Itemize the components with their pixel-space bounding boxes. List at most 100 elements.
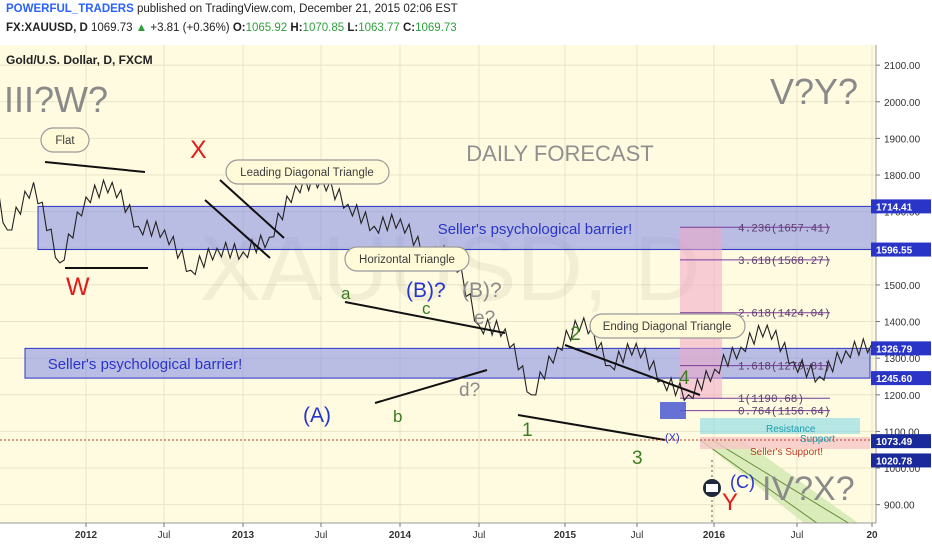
horizontal-triangle-bubble: Horizontal Triangle xyxy=(344,246,470,272)
ending-diagonal-bubble: Ending Diagonal Triangle xyxy=(589,313,746,339)
open-label: O: xyxy=(232,22,246,34)
open-value: 1065.92 xyxy=(245,22,288,34)
price-axis-tag xyxy=(871,453,931,468)
price-tick-label: 1400.00 xyxy=(884,318,921,329)
price-axis-tag-label: 1326.79 xyxy=(876,344,913,355)
flat-bubble-text: Flat xyxy=(55,135,75,147)
fib-markers: Resistance Support Seller's Support! xyxy=(750,424,835,458)
low-value: 1063.77 xyxy=(358,22,400,34)
time-axis-ticks: 2012 Jul 2013 Jul 2014 Jul 2015 Jul 2016 Jul 20 xyxy=(75,523,878,541)
wave-label-3: 3 xyxy=(632,448,643,469)
wave-label-v-y: V?Y? xyxy=(770,71,858,112)
price-tick-label: 1800.00 xyxy=(884,171,921,182)
price-tick-label: 1500.00 xyxy=(884,281,921,292)
wave-labels: III?W? X W V?Y? IV?X? (A) (B)? (B)? a b … xyxy=(4,71,858,516)
projection-channel-edge xyxy=(711,439,869,536)
price-axis-tag-label: 1245.60 xyxy=(876,374,913,385)
close-label: C: xyxy=(402,22,416,34)
wave-label-1: 1 xyxy=(522,420,533,441)
fib-level-label: 3.618(1568.27) xyxy=(738,256,830,268)
resistance-zones: Seller's psychological barrier! Seller's … xyxy=(24,205,877,379)
ending-diagonal-lower-line xyxy=(517,414,666,441)
resistance-zone-label: Seller's psychological barrier! xyxy=(438,221,633,238)
price-axis-tag-label: 1714.41 xyxy=(876,202,913,213)
fib-level-label: 2.618(1424.04) xyxy=(738,309,830,321)
chart-canvas[interactable]: XAUUSD, D Seller's psychological barrier… xyxy=(0,40,932,550)
price-tick-label: 1900.00 xyxy=(884,134,921,145)
leading-diagonal-bubble-text: Leading Diagonal Triangle xyxy=(240,167,374,179)
wave-label-2: 2 xyxy=(570,324,581,345)
wave-label-a: a xyxy=(341,284,351,303)
flat-top-line xyxy=(44,161,146,173)
wave-label-x-paren: (X) xyxy=(665,432,680,444)
symbol-label[interactable]: FX:XAUUSD, D xyxy=(6,22,88,34)
annotation-bubbles: Flat Leading Diagonal Triangle Horizonta… xyxy=(40,127,746,339)
fib-level-label: 1(1190.68) xyxy=(738,394,804,406)
us-flag-stripes xyxy=(706,484,718,492)
price-axis-tag-label: 1073.49 xyxy=(876,437,913,448)
price-tick-label: 1100.00 xyxy=(884,427,920,438)
chart-title: Gold/U.S. Dollar, D, FXCM xyxy=(6,53,153,67)
price-tick-label: 900.00 xyxy=(884,501,915,512)
wave-label-e: e? xyxy=(474,308,495,329)
price-axis-tag xyxy=(871,371,931,386)
projection-channel xyxy=(700,440,868,548)
price-axis-labels: 1714.41 1596.55 1326.79 1245.60 1073.49 1020.… xyxy=(871,199,931,468)
fib-level-label: 1.618(1279.81) xyxy=(738,362,830,374)
low-label: L: xyxy=(347,22,359,34)
time-tick-label: 2013 xyxy=(232,530,255,541)
wave-label-c: c xyxy=(422,299,431,318)
time-axis-panel[interactable] xyxy=(0,523,932,550)
leading-diagonal-upper-line xyxy=(219,179,285,239)
price-axis-tag xyxy=(871,199,931,214)
up-arrow-icon: ▲ xyxy=(135,22,148,34)
high-label: H: xyxy=(290,22,303,34)
published-text: published on TradingView.com, December 2… xyxy=(136,3,458,15)
ending-diagonal-upper-line xyxy=(564,344,701,396)
wave-label-y: Y xyxy=(722,489,738,516)
time-tick-label: Jul xyxy=(631,530,644,541)
time-tick-label: 2012 xyxy=(75,530,98,541)
price-axis-tag-label: 1596.55 xyxy=(876,246,913,257)
time-tick-label: 2014 xyxy=(389,530,412,541)
fib-level-label: 0.764(1156.64) xyxy=(738,407,830,419)
time-tick-label: 2015 xyxy=(554,530,577,541)
time-tick-label: Jul xyxy=(473,530,486,541)
symbol-ohlc-line: FX:XAUUSD, D 1069.73 ▲ +3.81 (+0.36%) O:… xyxy=(6,22,457,34)
price-axis-tag xyxy=(871,242,931,257)
wave-label-c-paren: (C) xyxy=(730,472,755,492)
wave-label-w: W xyxy=(66,273,90,301)
price-tick-label: 1200.00 xyxy=(884,391,921,402)
price-series xyxy=(0,172,932,402)
support-band xyxy=(700,437,870,449)
last-price: 1069.73 xyxy=(90,22,133,34)
horizontal-triangle-lower-line xyxy=(374,369,488,404)
horizontal-triangle-upper-line xyxy=(344,301,506,334)
wave-label-a-paren: (A) xyxy=(303,404,331,427)
price-tick-label: 2000.00 xyxy=(884,98,921,109)
ending-diagonal-bubble-text: Ending Diagonal Triangle xyxy=(603,321,732,333)
price-axis-tag xyxy=(871,341,931,356)
leading-diagonal-lower-line xyxy=(204,199,271,259)
price-axis-tag xyxy=(871,434,931,449)
publication-line: POWERFUL_TRADERS published on TradingVie… xyxy=(6,3,458,15)
horizontal-triangle-bubble-text: Horizontal Triangle xyxy=(359,254,455,266)
wave-label-b-paren: (B)? xyxy=(406,279,446,302)
wave-label-iv-x: IV?X? xyxy=(762,470,855,508)
flat-bubble: Flat xyxy=(40,127,90,153)
time-tick-label: 20 xyxy=(866,530,878,541)
daily-forecast-title: DAILY FORECAST xyxy=(466,141,653,166)
time-tick-label: Jul xyxy=(158,530,171,541)
close-value: 1069.73 xyxy=(415,22,457,34)
publication-header: POWERFUL_TRADERS published on TradingVie… xyxy=(0,0,932,40)
fib-level-label: 4.236(1657.41) xyxy=(738,223,830,235)
leading-diagonal-bubble: Leading Diagonal Triangle xyxy=(225,159,390,185)
wave-label-b: b xyxy=(393,407,402,426)
wave-label-d: d? xyxy=(459,380,480,401)
wave-label-b-paren-alt: (B)? xyxy=(462,279,502,302)
price-tick-label: 2100.00 xyxy=(884,61,921,72)
sellers-support-label: Seller's Support! xyxy=(750,447,823,458)
publisher-link[interactable]: POWERFUL_TRADERS xyxy=(6,3,134,15)
resistance-zone xyxy=(24,347,871,379)
price-line xyxy=(0,172,932,402)
